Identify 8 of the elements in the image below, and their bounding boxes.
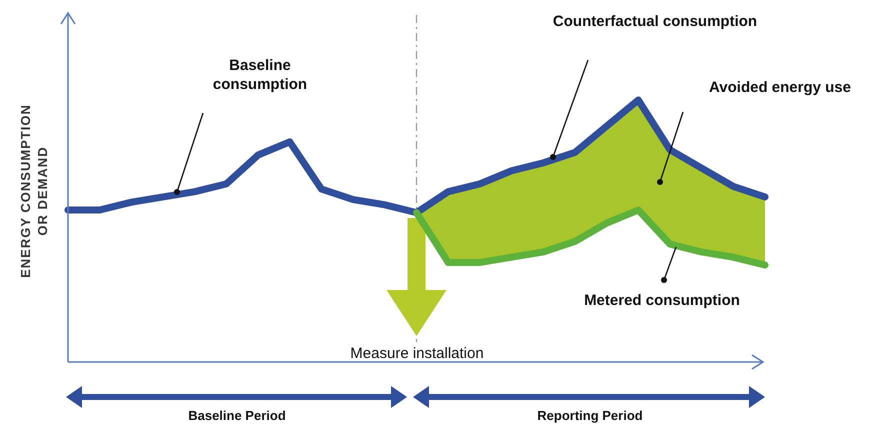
text: Baseline Period: [188, 408, 286, 423]
annotation: Measure installation: [350, 345, 484, 362]
text: Avoided energy use: [709, 79, 851, 96]
y-axis-title: ENERGY CONSUMPTION OR DEMAND: [18, 104, 50, 278]
text: Counterfactual consumption: [552, 13, 758, 30]
text: Reporting Period: [537, 408, 643, 423]
text: Baseline consumption: [212, 57, 308, 93]
annotation: Metered consumption: [584, 292, 740, 309]
